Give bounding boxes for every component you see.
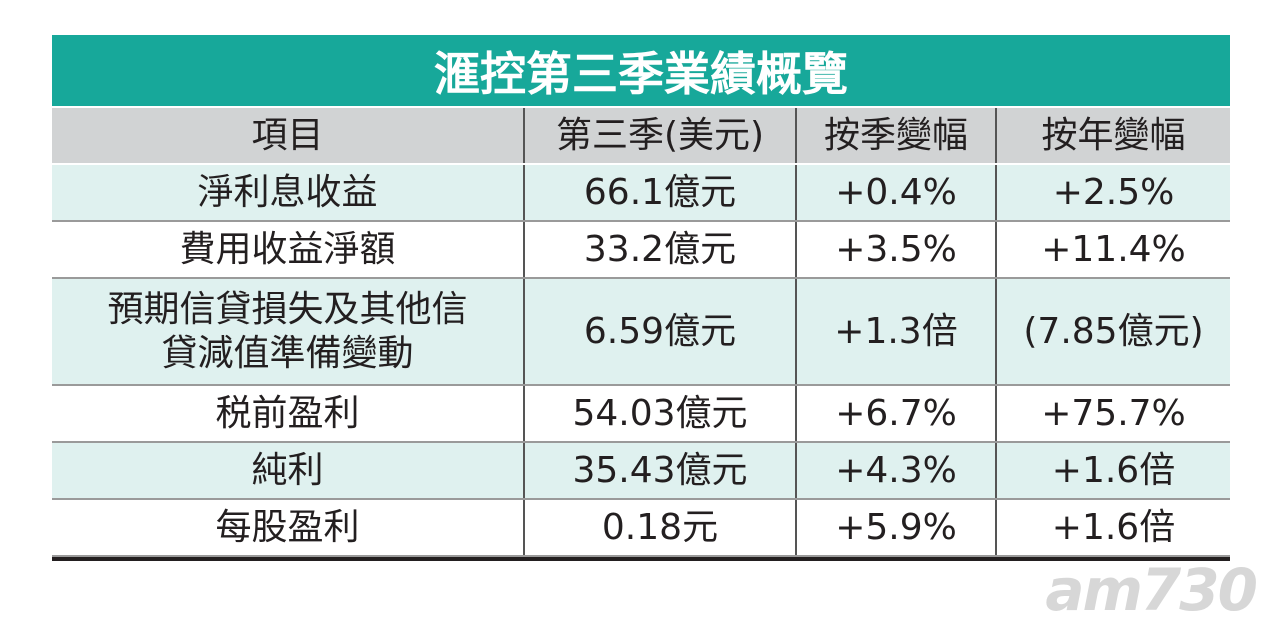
header-cell: 按季變幅 [795,108,995,163]
body-cell: +4.3% [795,443,995,498]
body-cell: 6.59億元 [523,279,795,384]
body-cell: +1.6倍 [995,500,1230,555]
body-cell: +75.7% [995,386,1230,441]
body-cell: 淨利息收益 [52,165,523,220]
body-cell: 預期信貸損失及其他信 貸減值準備變動 [52,279,523,384]
body-cell: 54.03億元 [523,386,795,441]
body-cell: 純利 [52,443,523,498]
body-cell: +1.3倍 [795,279,995,384]
row-separator [52,498,1230,500]
header-cell: 按年變幅 [995,108,1230,163]
cell-line: 預期信貸損失及其他信 [107,288,468,330]
table-bottom-rule [52,557,1230,561]
body-cell: (7.85億元) [995,279,1230,384]
cell-line: 貸減值準備變動 [161,332,414,374]
header-cell: 項目 [52,108,523,163]
body-cell: 35.43億元 [523,443,795,498]
body-cell: +3.5% [795,222,995,277]
row-separator [52,384,1230,386]
watermark: am730 [1045,556,1258,624]
body-cell: +1.6倍 [995,443,1230,498]
row-separator [52,220,1230,222]
row-separator [52,441,1230,443]
body-cell: +0.4% [795,165,995,220]
body-cell: 33.2億元 [523,222,795,277]
header-cell: 第三季(美元) [523,108,795,163]
body-cell: 0.18元 [523,500,795,555]
row-separator [52,555,1230,557]
table-title: 滙控第三季業績概覽 [52,35,1230,106]
row-separator [52,277,1230,279]
body-cell: +2.5% [995,165,1230,220]
body-cell: +5.9% [795,500,995,555]
body-cell: +11.4% [995,222,1230,277]
body-cell: 費用收益淨額 [52,222,523,277]
body-cell: 66.1億元 [523,165,795,220]
body-cell: 每股盈利 [52,500,523,555]
body-cell: 税前盈利 [52,386,523,441]
body-cell: +6.7% [795,386,995,441]
